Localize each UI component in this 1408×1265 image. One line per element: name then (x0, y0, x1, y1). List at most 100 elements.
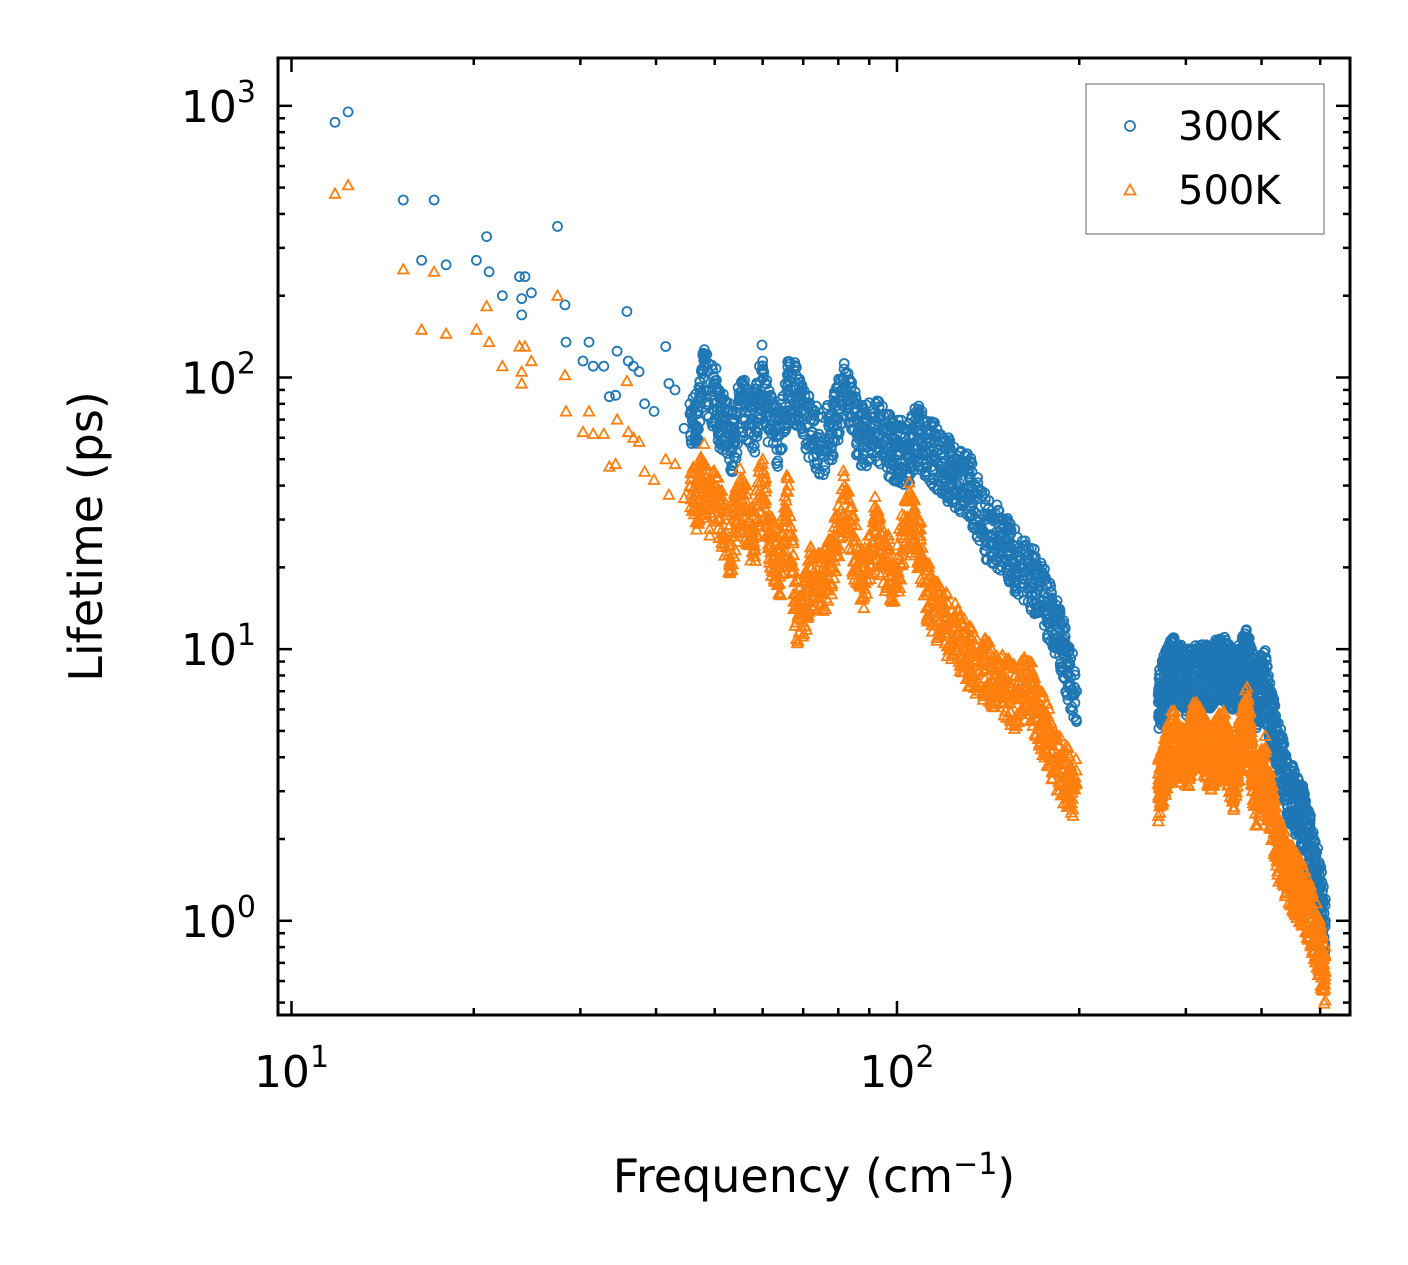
300k-point (920, 468, 932, 480)
500k-point (868, 523, 883, 536)
300k-point (785, 372, 797, 384)
300k-point (913, 453, 925, 464)
500k-point (922, 585, 937, 598)
500k-point (821, 593, 835, 606)
300k-point (1180, 670, 1192, 681)
500k-point (892, 584, 906, 597)
300k-point (1209, 645, 1221, 656)
500k-point (978, 671, 992, 684)
500k-point (898, 492, 912, 505)
300k-point (858, 426, 869, 438)
300k-point (850, 404, 862, 416)
300k-point (1043, 595, 1054, 607)
300k-point (1218, 651, 1230, 663)
300k-point (610, 389, 621, 401)
300k-point (1296, 833, 1308, 844)
500k-point (1036, 719, 1050, 732)
500k-point (711, 487, 725, 500)
500k-point (928, 575, 943, 588)
300k-point (698, 385, 710, 396)
500k-point (887, 593, 901, 606)
500k-point (914, 556, 929, 569)
500k-point (820, 560, 834, 573)
300k-point (976, 485, 988, 497)
500k-point (1023, 713, 1038, 726)
300k-point (1217, 653, 1228, 665)
300k-point (772, 460, 784, 472)
300k-point (815, 432, 827, 444)
500k-point (879, 581, 894, 594)
500k-point (983, 686, 997, 699)
500k-point (932, 614, 947, 627)
500k-point (773, 543, 788, 556)
300k-point (839, 376, 851, 388)
500k-point (708, 514, 723, 527)
500k-point (950, 651, 965, 664)
500k-point (1024, 676, 1038, 689)
300k-point (826, 417, 837, 429)
300k-point (1016, 573, 1028, 585)
300k-point (866, 447, 878, 459)
500k-point (1258, 728, 1272, 741)
300k-point (785, 406, 797, 418)
300k-point (948, 468, 960, 480)
300k-point (957, 487, 968, 499)
300k-point (891, 436, 903, 448)
500k-point (907, 501, 922, 514)
300k-point (831, 418, 843, 430)
300k-point (611, 345, 623, 357)
300k-point (757, 355, 769, 367)
300k-point (1242, 655, 1254, 666)
300k-point (884, 409, 895, 421)
300k-point (797, 428, 809, 440)
500k-point (990, 683, 1005, 696)
300k-point (1243, 633, 1255, 644)
500k-point (834, 502, 848, 515)
300k-point (945, 490, 957, 502)
500k-point (774, 525, 788, 538)
300k-point (709, 417, 720, 429)
300k-point (702, 396, 714, 408)
500k-point (1030, 710, 1044, 723)
300k-point (987, 509, 998, 520)
500k-point (873, 545, 887, 558)
500k-point (763, 537, 777, 550)
300k-point (1232, 643, 1244, 655)
300k-point (1288, 813, 1300, 825)
300k-point (848, 423, 860, 435)
300k-point (837, 398, 849, 410)
500k-point (759, 481, 773, 494)
500k-point (844, 499, 859, 513)
500k-point (684, 492, 698, 505)
500k-point (945, 630, 960, 643)
300k-point (852, 447, 864, 459)
500k-point (951, 603, 966, 616)
300k-point (1161, 656, 1173, 667)
500k-point (702, 522, 717, 535)
300k-point (790, 381, 801, 393)
300k-point (1055, 661, 1066, 673)
300k-point (972, 531, 983, 543)
300k-point (717, 440, 729, 452)
300k-point (1029, 551, 1041, 563)
300k-point (1280, 789, 1291, 800)
500k-point (907, 548, 922, 561)
300k-point (910, 419, 921, 431)
500k-point (734, 522, 748, 535)
500k-point (963, 678, 978, 691)
300k-point (1069, 697, 1081, 709)
300k-point (712, 429, 724, 441)
500k-point (842, 541, 856, 554)
300k-point (516, 309, 528, 321)
300k-point (1011, 550, 1023, 562)
300k-point (1298, 807, 1310, 819)
300k-point (763, 406, 775, 418)
300k-point (1205, 662, 1217, 674)
500k-point (836, 463, 851, 477)
500k-point (986, 675, 1000, 688)
500k-point (987, 666, 1002, 679)
300k-point (1060, 687, 1072, 699)
500k-point (762, 555, 777, 568)
300k-point (1025, 577, 1036, 589)
